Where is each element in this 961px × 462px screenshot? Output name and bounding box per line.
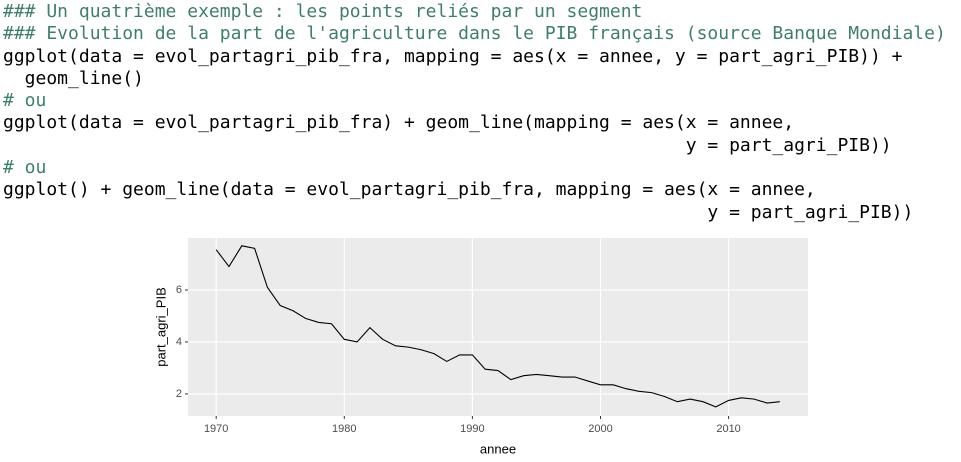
code-line: ggplot(data = evol_partagri_pib_fra) + g… [3, 112, 795, 134]
code-line: y = part_agri_PIB)) [3, 201, 914, 223]
data-line [215, 245, 780, 408]
x-tick-label: 2000 [588, 423, 612, 435]
x-tick-label: 1980 [332, 423, 356, 435]
x-tick-label: 2010 [716, 423, 740, 435]
code-block: ### Un quatrième exemple : les points re… [3, 1, 946, 224]
plot-panel [188, 238, 808, 416]
code-line: geom_line() [3, 67, 144, 89]
x-tick-label: 1990 [460, 423, 484, 435]
code-line: # ou [3, 157, 47, 179]
y-tick-label: 2 [176, 388, 182, 400]
y-tick-label: 4 [176, 336, 182, 348]
y-tick-label: 6 [176, 284, 182, 296]
y-axis-label: part_agri_PIB [153, 287, 168, 367]
code-line: ### Evolution de la part de l'agricultur… [3, 23, 946, 45]
code-line: ggplot(data = evol_partagri_pib_fra, map… [3, 45, 903, 67]
code-line: # ou [3, 90, 47, 112]
x-axis-label: annee [480, 441, 516, 456]
x-tick-label: 1970 [204, 423, 228, 435]
code-line: y = part_agri_PIB)) [3, 134, 892, 156]
code-line: ggplot() + geom_line(data = evol_partagr… [3, 179, 816, 201]
code-line: ### Un quatrième exemple : les points re… [3, 1, 643, 22]
